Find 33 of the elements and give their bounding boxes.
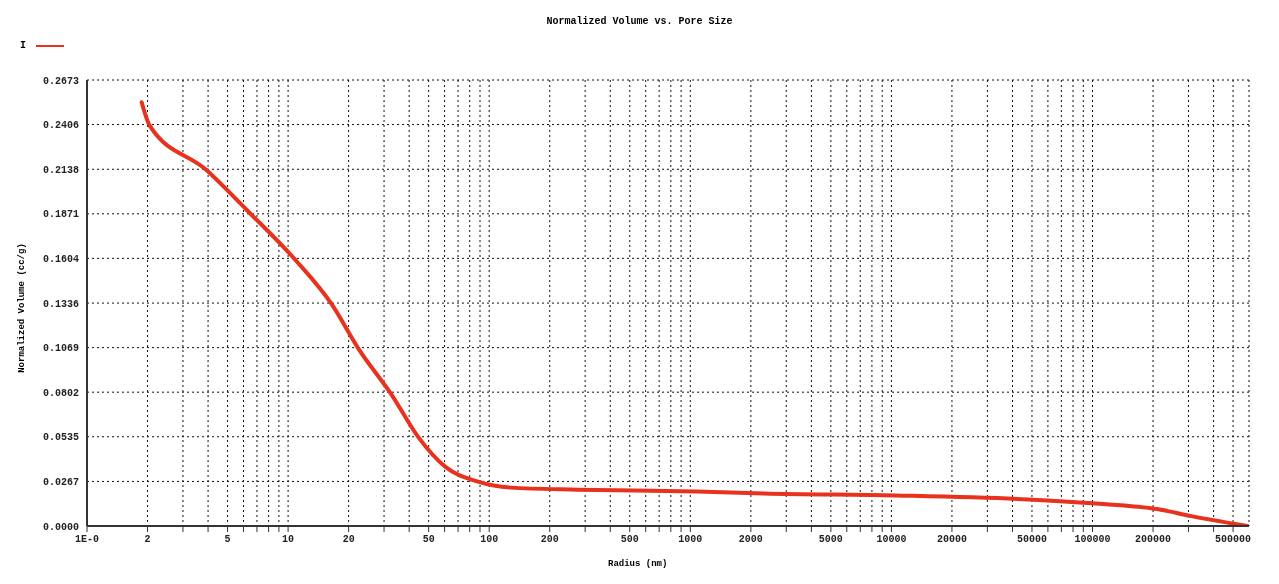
- x-tick-label: 5000: [818, 534, 843, 545]
- x-tick-label: 50000: [1016, 534, 1047, 545]
- y-tick-label: 0.0000: [42, 521, 79, 533]
- x-tick-label: 1000: [678, 534, 703, 545]
- x-tick-label: 100: [480, 534, 499, 545]
- x-tick-label: 200000: [1135, 534, 1172, 545]
- chart-title: Normalized Volume vs. Pore Size: [545, 16, 734, 27]
- y-axis-title: Normalized Volume (cc/g): [17, 243, 27, 373]
- y-tick-label: 0.2406: [42, 120, 79, 132]
- y-tick-label: 0.2138: [42, 164, 79, 176]
- y-tick-label: 0.2673: [42, 75, 79, 87]
- x-tick-label: 500: [620, 534, 639, 545]
- x-axis-title: Radius (nm): [608, 559, 668, 569]
- x-tick-label: 200: [540, 534, 559, 545]
- legend-label: I: [20, 40, 27, 51]
- y-tick-label: 0.1871: [42, 209, 79, 221]
- y-tick-label: 0.1604: [42, 253, 79, 265]
- x-tick-label: 500000: [1215, 534, 1252, 545]
- x-tick-label: 10: [282, 534, 295, 545]
- y-tick-label: 0.0267: [42, 477, 79, 488]
- x-tick-label: 10000: [876, 534, 907, 545]
- x-tick-label: 50: [422, 534, 435, 545]
- y-tick-label: 0.0802: [42, 387, 79, 399]
- y-tick-label: 0.1336: [42, 298, 79, 310]
- x-tick-label: 5: [224, 534, 231, 545]
- x-tick-label: 2: [144, 534, 151, 545]
- x-tick-label: 1E-0: [74, 534, 100, 545]
- y-tick-label: 0.0535: [42, 432, 79, 444]
- x-tick-label: 20: [342, 534, 355, 545]
- x-tick-label: 2000: [738, 534, 763, 545]
- x-tick-label: 20000: [936, 534, 967, 545]
- x-tick-label: 100000: [1074, 534, 1111, 545]
- y-tick-label: 0.1069: [42, 343, 79, 355]
